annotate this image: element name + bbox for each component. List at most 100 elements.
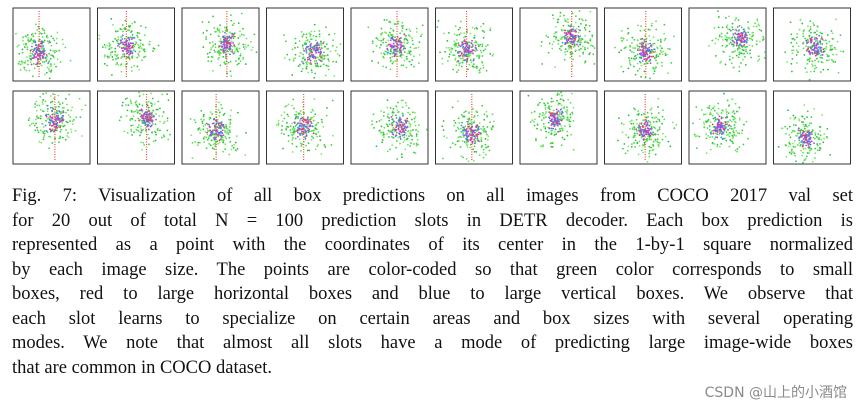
scatter-dot: [32, 57, 35, 59]
scatter-dot: [41, 57, 44, 59]
scatter-dot: [412, 55, 415, 58]
scatter-dot: [314, 57, 317, 60]
scatter-dot: [218, 28, 221, 31]
scatter-dot: [402, 44, 405, 47]
scatter-dot: [547, 51, 550, 54]
scatter-dot: [123, 53, 126, 56]
scatter-dot: [231, 49, 234, 51]
scatter-dot: [481, 29, 484, 32]
scatter-dot: [320, 153, 323, 155]
scatter-dot: [740, 37, 743, 40]
scatter-dot: [285, 104, 288, 107]
scatter-dot: [308, 58, 311, 61]
scatter-dot: [569, 51, 572, 54]
scatter-dot: [135, 103, 138, 106]
scatter-dot: [815, 43, 818, 46]
scatter-dot: [284, 105, 287, 108]
panel-frame: [97, 7, 175, 82]
scatter-dot: [191, 142, 194, 144]
scatter-dot: [451, 142, 454, 144]
scatter-dot: [631, 42, 633, 44]
scatter-dot: [36, 29, 39, 31]
scatter-dot: [825, 135, 828, 138]
scatter-dot: [542, 117, 545, 120]
scatter-dot: [550, 113, 553, 116]
scatter-dot: [319, 59, 322, 62]
scatter-dot: [789, 136, 792, 139]
scatter-dot: [53, 97, 56, 100]
scatter-dot: [745, 38, 748, 41]
scatter-dot: [306, 39, 309, 42]
scatter-dot: [657, 55, 660, 58]
scatter-dot: [197, 128, 200, 131]
scatter-dot: [314, 50, 317, 52]
scatter-dot: [805, 49, 808, 52]
scatter-panel: [350, 7, 429, 82]
scatter-dot: [403, 41, 406, 44]
scatter-dot: [555, 108, 558, 111]
scatter-dot: [64, 138, 67, 141]
scatter-dot: [589, 39, 592, 42]
scatter-dot: [115, 63, 117, 66]
scatter-dot: [59, 126, 62, 129]
scatter-dot: [382, 38, 385, 41]
scatter-dot: [137, 130, 140, 132]
scatter-dot: [747, 137, 749, 140]
scatter-dot: [560, 45, 562, 48]
scatter-dot: [660, 61, 663, 64]
scatter-dot: [790, 33, 793, 36]
scatter-dot: [107, 57, 109, 59]
scatter-dot: [485, 130, 488, 133]
scatter-dot: [795, 160, 797, 163]
scatter-dot: [751, 45, 754, 48]
scatter-dot: [455, 64, 458, 67]
scatter-dot: [376, 38, 379, 40]
scatter-dot: [716, 127, 718, 130]
scatter-dot: [618, 51, 621, 54]
scatter-dot: [630, 57, 633, 60]
scatter-dot: [469, 127, 471, 130]
scatter-dot: [392, 29, 394, 32]
scatter-dot: [758, 24, 761, 27]
scatter-dot: [650, 55, 653, 58]
scatter-dot: [485, 153, 487, 156]
caption-line: represented as a point with the coordina…: [12, 235, 853, 255]
scatter-dot: [285, 128, 288, 131]
scatter-dot: [301, 46, 304, 48]
scatter-dot: [331, 99, 334, 102]
scatter-dot: [563, 35, 566, 38]
scatter-dot: [29, 52, 32, 55]
scatter-dot: [318, 44, 321, 47]
scatter-dot: [450, 47, 453, 50]
scatter-dot: [802, 35, 805, 38]
scatter-dot: [415, 142, 418, 145]
scatter-dot: [128, 45, 131, 48]
scatter-dot: [120, 28, 123, 31]
scatter-dot: [71, 106, 74, 109]
scatter-dot: [559, 15, 562, 18]
scatter-dot: [816, 42, 819, 45]
scatter-dot: [722, 137, 724, 140]
scatter-dot: [389, 68, 392, 71]
scatter-dot: [109, 51, 112, 54]
scatter-dot: [706, 106, 709, 109]
scatter-dot: [661, 138, 664, 141]
scatter-dot: [109, 47, 112, 50]
scatter-panel: [688, 7, 767, 82]
scatter-dot: [377, 39, 380, 42]
scatter-dot: [35, 122, 37, 125]
scatter-dot: [471, 43, 474, 46]
scatter-dot: [226, 127, 229, 130]
scatter-dot: [224, 46, 226, 49]
scatter-dot: [813, 67, 816, 70]
scatter-dot: [148, 137, 150, 140]
scatter-dot: [403, 131, 406, 134]
scatter-dot: [41, 61, 44, 63]
scatter-dot: [217, 46, 220, 49]
scatter-dot: [298, 125, 301, 128]
scatter-dot: [638, 129, 641, 132]
scatter-dot: [562, 24, 565, 27]
scatter-dot: [150, 104, 153, 107]
scatter-dot: [302, 57, 304, 60]
scatter-dot: [792, 49, 795, 52]
